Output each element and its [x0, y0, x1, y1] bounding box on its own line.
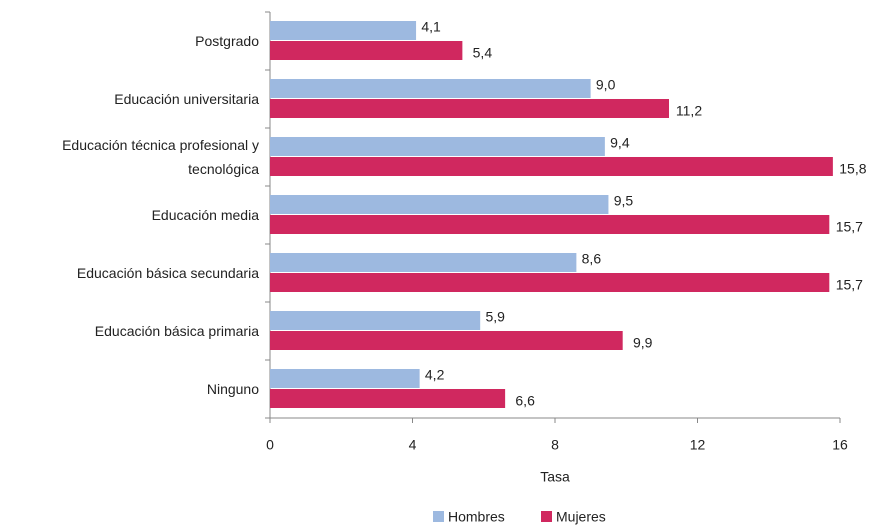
y-tick-label: Educación universitaria — [114, 91, 259, 107]
value-label: 15,8 — [839, 161, 866, 177]
value-label: 9,4 — [610, 135, 630, 151]
y-tick-label: Educación media — [151, 207, 259, 223]
value-label: 5,4 — [473, 45, 493, 61]
value-label: 9,9 — [633, 335, 653, 351]
value-label: 15,7 — [836, 277, 863, 293]
value-label: 4,1 — [421, 19, 441, 35]
y-tick-label: Postgrado — [195, 33, 259, 49]
bar — [270, 41, 463, 60]
value-label: 5,9 — [485, 309, 505, 325]
legend-label: Mujeres — [556, 509, 606, 525]
x-tick-label: 12 — [690, 437, 706, 453]
bar — [270, 253, 577, 272]
bar — [270, 99, 669, 118]
value-label: 8,6 — [582, 251, 602, 267]
bar — [270, 311, 481, 330]
bar — [270, 215, 830, 234]
bar — [270, 331, 623, 350]
y-tick-label: Educación básica secundaria — [76, 265, 259, 281]
bar — [270, 157, 833, 176]
x-tick-label: 8 — [551, 437, 559, 453]
bar — [270, 195, 609, 214]
bar — [270, 137, 605, 156]
value-label: 15,7 — [836, 219, 863, 235]
value-label: 4,2 — [425, 367, 445, 383]
bar — [270, 21, 417, 40]
x-tick-label: 16 — [832, 437, 848, 453]
value-label: 11,2 — [676, 103, 702, 119]
bar — [270, 389, 506, 408]
y-tick-label: Educación técnica profesional y tecnológ… — [62, 137, 259, 177]
x-tick-label: 4 — [409, 437, 417, 453]
legend-swatch — [433, 511, 444, 522]
value-label: 6,6 — [515, 393, 535, 409]
legend-label: Hombres — [448, 509, 505, 525]
bar — [270, 79, 591, 98]
x-tick-label: 0 — [266, 437, 274, 453]
bar — [270, 369, 420, 388]
bar — [270, 273, 830, 292]
y-tick-label: Educación básica primaria — [94, 323, 259, 339]
x-axis-label: Tasa — [540, 469, 570, 485]
y-tick-label: Ninguno — [206, 381, 259, 397]
value-label: 9,0 — [596, 77, 616, 93]
legend-swatch — [541, 511, 552, 522]
value-label: 9,5 — [614, 193, 634, 209]
